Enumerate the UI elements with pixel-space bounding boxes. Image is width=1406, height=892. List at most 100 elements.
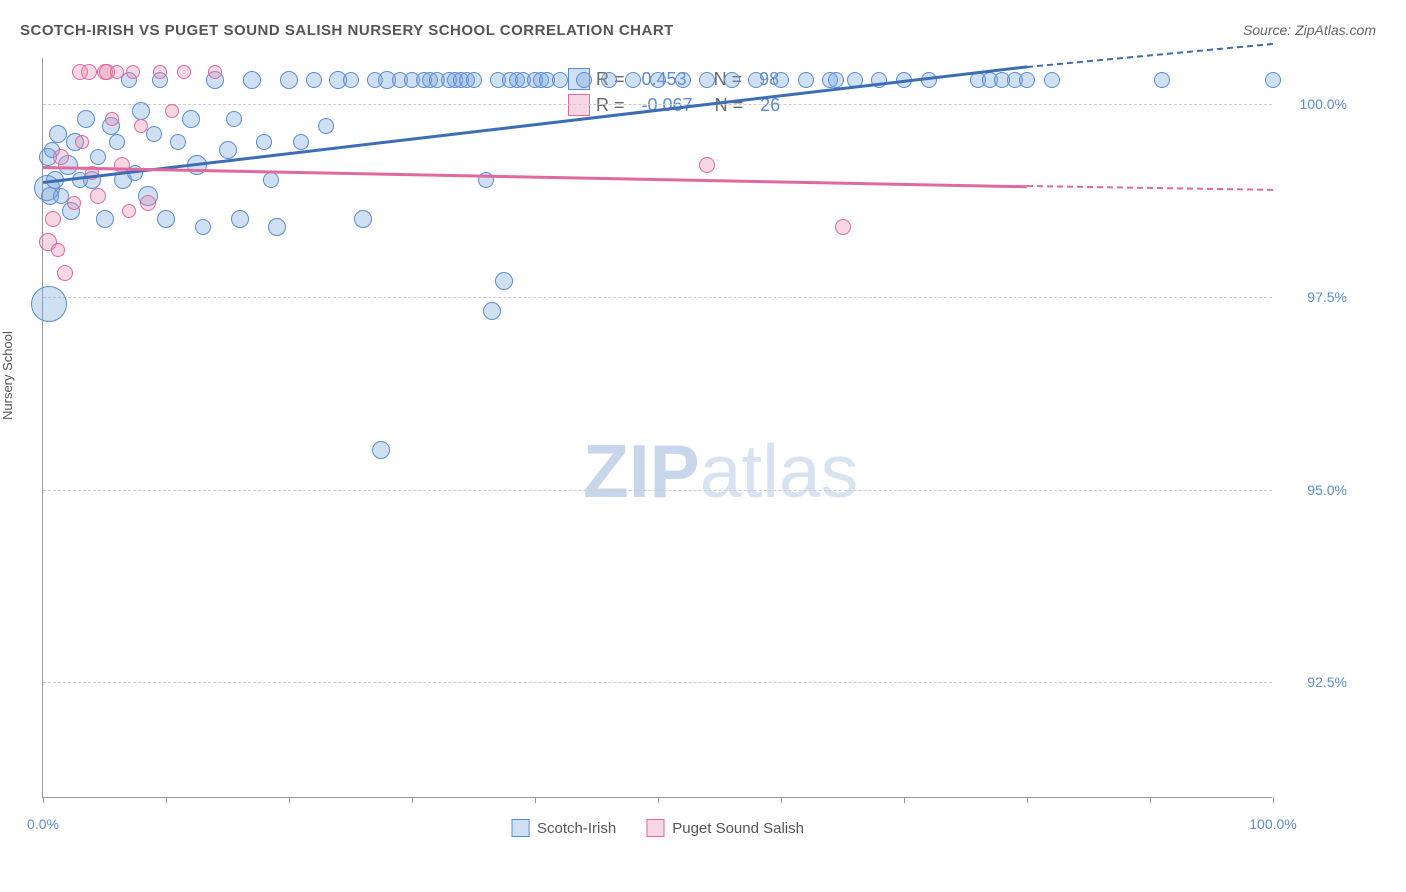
data-point [1044,72,1060,88]
swatch-icon [511,819,529,837]
data-point [110,65,124,79]
trend-line [1027,43,1273,68]
x-tick [1150,797,1151,803]
data-point [90,149,106,165]
data-point [263,172,279,188]
grid-line [43,297,1272,298]
data-point [748,72,764,88]
data-point [828,72,844,88]
grid-line [43,104,1272,105]
x-tick [1273,797,1274,803]
watermark: ZIPatlas [583,428,858,514]
data-point [552,72,568,88]
x-tick [412,797,413,803]
x-tick [43,797,44,803]
data-point [90,188,106,204]
data-point [177,65,191,79]
data-point [835,219,851,235]
x-tick [1027,797,1028,803]
x-tick [289,797,290,803]
data-point [601,72,617,88]
x-tick [166,797,167,803]
data-point [31,286,67,322]
scatter-chart: ZIPatlas R = 0.453 N = 98 R = -0.067 N =… [42,58,1272,798]
watermark-bold: ZIP [583,429,700,513]
legend-item: Puget Sound Salish [646,819,804,837]
data-point [170,134,186,150]
watermark-light: atlas [700,429,858,513]
legend-label: Puget Sound Salish [672,820,804,837]
data-point [318,118,334,134]
data-point [109,134,125,150]
data-point [268,218,286,236]
data-point [45,211,61,227]
x-tick [658,797,659,803]
data-point [483,302,501,320]
data-point [724,72,740,88]
legend-item: Scotch-Irish [511,819,616,837]
data-point [231,210,249,228]
swatch-icon [646,819,664,837]
data-point [153,65,167,79]
data-point [699,157,715,173]
chart-title: SCOTCH-IRISH VS PUGET SOUND SALISH NURSE… [20,22,674,39]
data-point [219,141,237,159]
data-point [49,125,67,143]
data-point [122,204,136,218]
data-point [67,196,81,210]
data-point [226,111,242,127]
data-point [466,72,482,88]
x-tick-label: 100.0% [1249,816,1296,832]
data-point [293,134,309,150]
data-point [75,135,89,149]
data-point [182,110,200,128]
chart-legend: Scotch-Irish Puget Sound Salish [511,819,804,837]
data-point [372,441,390,459]
trend-line [1027,185,1273,191]
data-point [134,119,148,133]
data-point [798,72,814,88]
data-point [354,210,372,228]
y-axis-label: Nursery School [0,331,15,420]
x-tick [535,797,536,803]
trend-line [43,166,1027,188]
data-point [576,72,592,88]
legend-label: Scotch-Irish [537,820,616,837]
grid-line [43,682,1272,683]
data-point [57,265,73,281]
source-attribution: Source: ZipAtlas.com [1243,22,1376,38]
data-point [81,64,97,80]
data-point [96,210,114,228]
y-tick-label: 95.0% [1307,482,1347,498]
data-point [53,149,69,165]
x-tick [904,797,905,803]
y-tick-label: 100.0% [1300,96,1347,112]
data-point [675,72,691,88]
data-point [773,72,789,88]
data-point [208,65,222,79]
data-point [280,71,298,89]
data-point [343,72,359,88]
data-point [195,219,211,235]
data-point [157,210,175,228]
data-point [921,72,937,88]
data-point [1265,72,1281,88]
data-point [165,104,179,118]
data-point [77,110,95,128]
data-point [132,102,150,120]
data-point [140,195,156,211]
data-point [625,72,641,88]
data-point [243,71,261,89]
x-tick-label: 0.0% [27,816,59,832]
data-point [306,72,322,88]
grid-line [43,490,1272,491]
data-point [51,243,65,257]
data-point [650,72,666,88]
y-tick-label: 97.5% [1307,289,1347,305]
data-point [495,272,513,290]
data-point [146,126,162,142]
data-point [256,134,272,150]
data-point [126,65,140,79]
x-tick [781,797,782,803]
data-point [105,112,119,126]
